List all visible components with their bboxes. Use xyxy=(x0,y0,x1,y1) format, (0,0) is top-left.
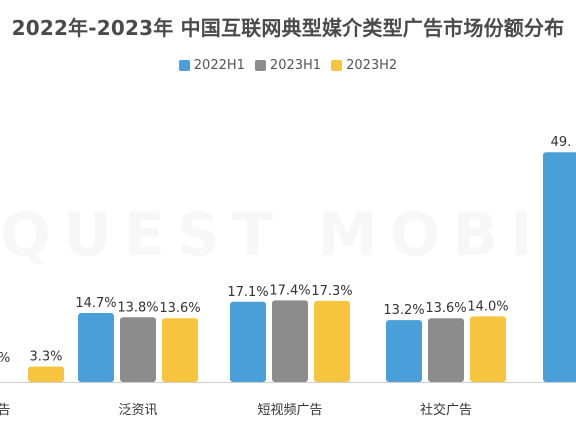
data-label-2022h1-3: 13.2% xyxy=(383,303,424,318)
watermark: QUEST MOBILE xyxy=(0,200,576,270)
bar-2022h1-2 xyxy=(230,301,266,382)
legend-label-2023h1: 2023H1 xyxy=(269,58,322,73)
data-label-2023h2-1: 13.6% xyxy=(159,301,200,316)
chart-legend: 2022H1 2023H1 2023H2 xyxy=(0,58,576,73)
legend-label-2023h2: 2023H2 xyxy=(346,58,398,73)
legend-item-2022h1: 2022H1 xyxy=(178,58,245,73)
bar-2022h1-1 xyxy=(78,313,114,382)
data-label-2023h2-3: 14.0% xyxy=(467,299,508,314)
bar-2022h1-3 xyxy=(386,320,422,382)
data-label-2022h1-1: 14.7% xyxy=(75,296,116,311)
data-label-2022h1-2: 17.1% xyxy=(227,285,268,300)
data-label-2023h2-2: 17.3% xyxy=(311,284,352,299)
chart-title: 2022年-2023年 中国互联网典型媒介类型广告市场份额分布 xyxy=(11,16,565,40)
bar-2023h2-1 xyxy=(162,318,198,382)
data-label-2023h1-3: 13.6% xyxy=(425,301,466,316)
category-label-0: 告 xyxy=(0,403,11,418)
category-label-3: 社交广告 xyxy=(420,402,472,418)
category-label-2: 短视频广告 xyxy=(257,403,322,418)
bar-2023h1-3 xyxy=(428,318,464,382)
bar-2023h2-2 xyxy=(314,300,350,382)
data-label-2023h1-0: % xyxy=(0,351,10,366)
bar-2023h2-3 xyxy=(470,316,506,382)
bar-2023h1-1 xyxy=(120,317,156,382)
data-label-2023h2-0: 3.3% xyxy=(29,350,62,365)
legend-swatch-2022h1 xyxy=(178,60,190,71)
category-label-1: 泛资讯 xyxy=(118,403,157,418)
data-label-2023h1-1: 13.8% xyxy=(117,300,158,315)
legend-item-2023h2: 2023H2 xyxy=(331,58,397,73)
bar-2023h2-0 xyxy=(28,366,64,382)
legend-swatch-2023h1 xyxy=(254,60,266,71)
legend-item-2023h1: 2023H1 xyxy=(254,58,322,73)
bar-2022h1-4 xyxy=(543,152,576,382)
data-label-2022h1-4: 49. xyxy=(551,135,572,150)
data-label-2023h1-2: 17.4% xyxy=(269,283,310,298)
legend-swatch-2023h2 xyxy=(331,60,343,71)
legend-label-2022h1: 2022H1 xyxy=(193,58,245,73)
bar-2023h1-2 xyxy=(272,300,308,382)
